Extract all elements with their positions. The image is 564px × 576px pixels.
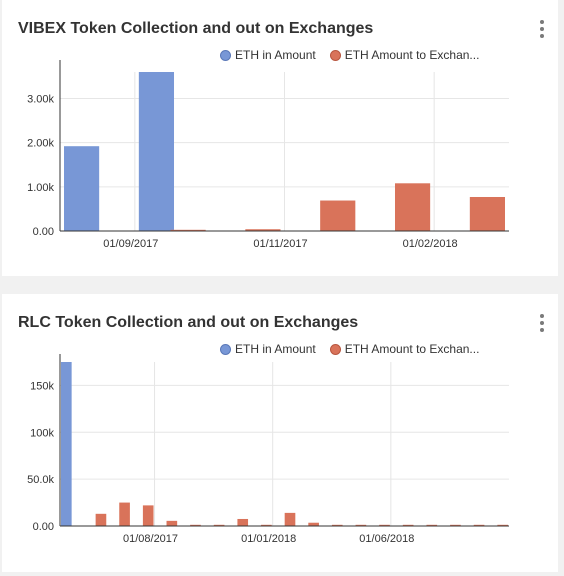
- vibex-chart-card: VIBEX Token Collection and out on Exchan…: [2, 0, 558, 276]
- rlc-bar-chart: 0.00 50.0k 100k 150k 01/08/2017 01/01/2018 01/…: [27, 354, 509, 545]
- x-tick-label: 01/02/2018: [403, 238, 458, 250]
- legend-item-eth-in[interactable]: ETH in Amount: [220, 342, 316, 356]
- y-tick-label: 3.00k: [27, 94, 54, 106]
- rlc-chart-card: RLC Token Collection and out on Exchange…: [2, 294, 558, 572]
- legend-swatch-blue: [220, 49, 231, 61]
- legend-swatch-orange: [329, 49, 341, 61]
- bar-eth-to-exchange: [261, 524, 272, 526]
- bar-eth-to-exchange: [237, 518, 249, 526]
- y-tick-label: 2.00k: [27, 138, 54, 150]
- vibex-bar-chart: 0.00 1.00k 2.00k 3.00k 01/09/2017 01/11/2017 0…: [27, 60, 509, 250]
- bar-eth-to-exchange: [142, 505, 154, 526]
- bar-eth-to-exchange: [308, 522, 319, 526]
- legend-label: ETH Amount to Exchan...: [344, 342, 480, 356]
- y-tick-label: 1.00k: [27, 182, 54, 194]
- bar-eth-to-exchange: [95, 513, 107, 526]
- legend-label: ETH in Amount: [235, 48, 316, 62]
- bar-eth-in: [138, 72, 175, 231]
- bar-eth-to-exchange: [166, 520, 178, 526]
- bar-eth-to-exchange: [473, 524, 485, 526]
- bar-eth-to-exchange: [379, 524, 390, 526]
- bar-eth-in: [61, 362, 72, 526]
- y-tick-label: 100k: [30, 427, 54, 439]
- bar-eth-to-exchange: [469, 196, 505, 231]
- bar-eth-to-exchange: [394, 183, 431, 231]
- bar-eth-to-exchange: [284, 512, 296, 526]
- bar-eth-in: [64, 146, 100, 231]
- bar-eth-to-exchange: [497, 524, 508, 526]
- y-tick-label: 0.00: [33, 226, 54, 238]
- bar-eth-to-exchange: [245, 229, 281, 231]
- x-tick-label: 01/01/2018: [241, 533, 296, 545]
- chart-title: RLC Token Collection and out on Exchange…: [18, 314, 359, 331]
- legend-item-eth-to-exchange[interactable]: ETH Amount to Exchan...: [329, 342, 480, 356]
- x-tick-label: 01/09/2017: [103, 238, 158, 250]
- menu-dot: [540, 321, 544, 325]
- bar-eth-to-exchange: [402, 524, 414, 526]
- bar-eth-to-exchange: [190, 524, 201, 526]
- legend-label: ETH in Amount: [235, 342, 316, 356]
- legend-item-eth-to-exchange[interactable]: ETH Amount to Exchan...: [329, 48, 480, 62]
- menu-dot: [540, 34, 544, 38]
- menu-dot: [540, 27, 544, 31]
- x-tick-label: 01/08/2017: [123, 533, 178, 545]
- bar-eth-to-exchange: [170, 229, 206, 231]
- menu-dot: [540, 328, 544, 332]
- bar-eth-to-exchange: [320, 200, 356, 231]
- bar-eth-to-exchange: [450, 524, 461, 526]
- legend-label: ETH Amount to Exchan...: [344, 48, 480, 62]
- legend-swatch-orange: [329, 343, 341, 355]
- x-tick-label: 01/06/2018: [359, 533, 414, 545]
- bar-eth-to-exchange: [355, 524, 367, 526]
- menu-dot: [540, 20, 544, 24]
- legend-item-eth-in[interactable]: ETH in Amount: [220, 48, 316, 62]
- chart-legend: ETH in Amount ETH Amount to Exchan...: [220, 342, 493, 356]
- more-options-icon[interactable]: [538, 314, 546, 332]
- bar-eth-to-exchange: [213, 524, 225, 526]
- y-tick-label: 150k: [30, 380, 54, 392]
- bar-eth-to-exchange: [426, 524, 438, 526]
- bar-eth-to-exchange: [331, 524, 343, 526]
- y-tick-label: 50.0k: [27, 474, 54, 486]
- bar-eth-to-exchange: [119, 502, 130, 526]
- menu-dot: [540, 314, 544, 318]
- chart-legend: ETH in Amount ETH Amount to Exchan...: [220, 48, 493, 62]
- chart-title: VIBEX Token Collection and out on Exchan…: [18, 20, 374, 37]
- y-tick-label: 0.00: [33, 521, 54, 533]
- x-tick-label: 01/11/2017: [253, 238, 307, 250]
- more-options-icon[interactable]: [538, 20, 546, 38]
- legend-swatch-blue: [220, 343, 231, 355]
